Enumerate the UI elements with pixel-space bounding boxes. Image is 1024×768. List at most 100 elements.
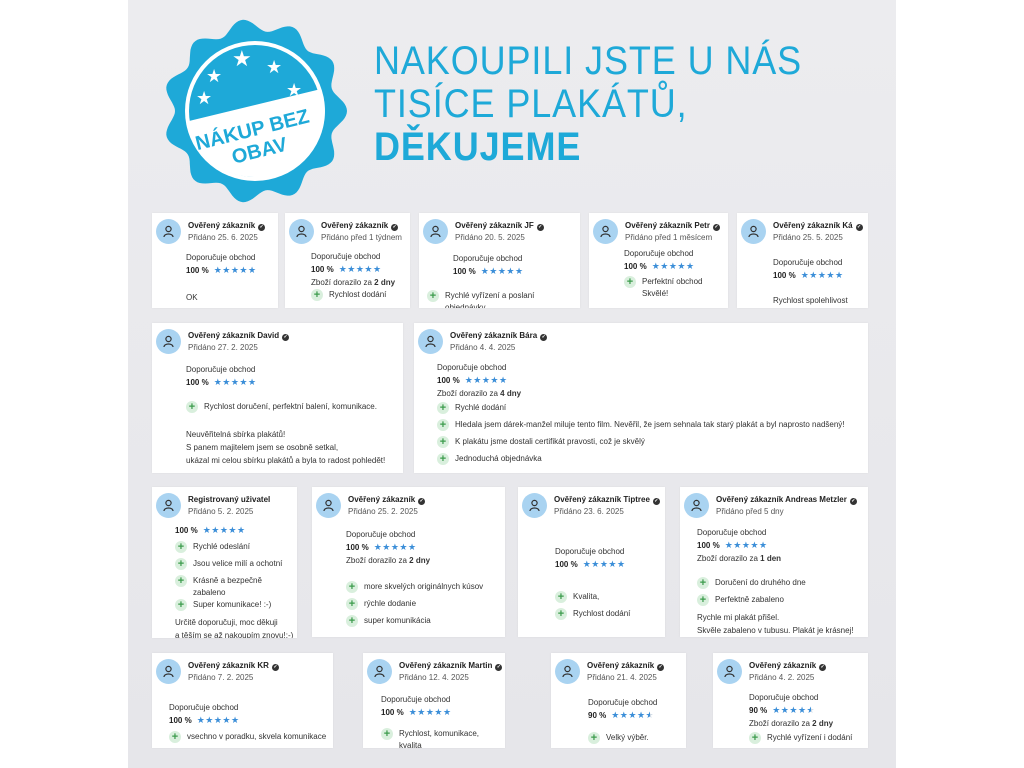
reviewer-name: Ověřený zákazník Andreas Metzler ✓ bbox=[716, 495, 857, 505]
delivery-info: Zboží dorazilo za 1 den bbox=[697, 552, 864, 565]
delivery-days: 2 dny bbox=[409, 556, 431, 565]
pro-item: + Perfektně zabaleno bbox=[697, 594, 864, 611]
verified-check-icon: ✓ bbox=[849, 498, 857, 505]
user-icon bbox=[296, 225, 307, 238]
plus-icon: + bbox=[175, 599, 187, 611]
review-date: Přidáno před 5 dny bbox=[716, 507, 784, 516]
avatar bbox=[156, 219, 181, 244]
pro-item: + super komunikácia bbox=[346, 615, 501, 632]
rating: 100 % ★★★★★ bbox=[186, 376, 399, 389]
review-card: Registrovaný uživatel Přidáno 5. 2. 2025 1… bbox=[152, 487, 297, 638]
star-rating-icon: ★★★★★ bbox=[651, 261, 695, 271]
user-icon bbox=[374, 665, 385, 678]
user-icon bbox=[323, 499, 334, 512]
pro-item: + Perfektní obchod Skvělé! bbox=[624, 276, 724, 300]
pro-item: + Rychlost dodání bbox=[555, 608, 661, 625]
pro-text: Rychlost dodání bbox=[329, 290, 387, 299]
pro-item: + Krásně a bezpečně zabaleno bbox=[175, 575, 293, 599]
user-icon bbox=[748, 225, 759, 238]
review-card: Ověřený zákazník ✓ Přidáno 25. 2. 2025 Dopo… bbox=[312, 487, 505, 637]
recommend-label: Doporučuje obchod bbox=[311, 252, 381, 261]
user-icon bbox=[163, 499, 174, 512]
rating: 100 % ★★★★★ bbox=[555, 558, 661, 571]
rating: 100 % ★★★★★ bbox=[453, 265, 576, 278]
pro-item: + Rychlé dodání bbox=[437, 402, 864, 419]
reviewer-name: Registrovaný uživatel bbox=[188, 495, 270, 504]
reviewer-name: Ověřený zákazník ✓ bbox=[188, 221, 266, 231]
user-icon bbox=[425, 335, 436, 348]
rating-percent: 100 % bbox=[186, 378, 209, 387]
recommend-label: Doporučuje obchod bbox=[555, 547, 625, 556]
user-icon bbox=[163, 665, 174, 678]
review-body: 100 % ★★★★★ + Rychlé odeslání + Jsou velice m… bbox=[175, 524, 293, 638]
delivery-info: Zboží dorazilo za 4 dny bbox=[437, 387, 864, 400]
verified-check-icon: ✓ bbox=[271, 664, 279, 671]
review-card: Ověřený zákazník Petr ✓ Přidáno před 1 měs… bbox=[589, 213, 728, 308]
pro-text: Rychlé vyřízení i dodání bbox=[767, 733, 853, 742]
recommend-label: Doporučuje obchod bbox=[346, 530, 416, 539]
plus-icon: + bbox=[437, 402, 449, 414]
pro-item: + Doručení do druhého dne bbox=[697, 577, 864, 594]
avatar bbox=[367, 659, 392, 684]
star-rating-icon: ★★★★★ bbox=[464, 375, 508, 385]
review-date: Přidáno 7. 2. 2025 bbox=[188, 673, 254, 682]
plus-icon: + bbox=[186, 401, 198, 413]
rating: 100 % ★★★★★ bbox=[773, 269, 864, 282]
rating-percent: 100 % bbox=[175, 526, 198, 535]
rating-percent: 90 % bbox=[749, 706, 768, 715]
avatar bbox=[522, 493, 547, 518]
reviewer-name: Ověřený zákazník Ká ✓ bbox=[773, 221, 863, 231]
reviewer-name: Ověřený zákazník JF ✓ bbox=[455, 221, 544, 231]
reviewer-name: Ověřený zákazník Bára ✓ bbox=[450, 331, 548, 341]
rating: 100 % ★★★★★ bbox=[437, 374, 864, 387]
avatar bbox=[156, 329, 181, 354]
review-body: Doporučuje obchod 90 % ★★★★★ + Velký výběr. bbox=[588, 696, 682, 748]
reviewer-name-text: Ověřený zákazník bbox=[587, 661, 655, 670]
plus-icon: + bbox=[437, 453, 449, 465]
review-body: Doporučuje obchod 100 % ★★★★★ Zboží dorazil… bbox=[346, 528, 501, 632]
user-icon bbox=[724, 665, 735, 678]
review-text: Určitě doporučuji, moc děkuji bbox=[175, 618, 278, 627]
verified-check-icon: ✓ bbox=[540, 334, 548, 341]
avatar bbox=[423, 219, 448, 244]
review-date: Přidáno 21. 4. 2025 bbox=[587, 673, 657, 682]
star-rating-icon: ★★★★★ bbox=[373, 542, 417, 552]
star-rating-icon: ★★★★★ bbox=[213, 377, 257, 387]
review-card: Ověřený zákazník ✓ Přidáno před 1 týdnem Do… bbox=[285, 213, 410, 308]
star-icon: ★ bbox=[232, 47, 252, 72]
review-text: Neuvěřitelná sbírka plakátů! bbox=[186, 430, 286, 439]
pro-text: more skvelých originálnych kúsov bbox=[364, 582, 484, 591]
pro-text: Krásně a bezpečně zabaleno bbox=[193, 576, 262, 597]
star-rating-icon: ★★★★★ bbox=[800, 270, 844, 280]
pro-item: + Jednoduchá objednávka bbox=[437, 453, 864, 470]
verified-check-icon: ✓ bbox=[657, 664, 665, 671]
review-date: Přidáno 25. 6. 2025 bbox=[188, 233, 258, 242]
rating: 100 % ★★★★★ bbox=[697, 539, 864, 552]
reviewer-name-text: Ověřený zákazník Ká bbox=[773, 221, 853, 230]
reviewer-name-text: Ověřený zákazník KR bbox=[188, 661, 269, 670]
delivery-days: 2 dny bbox=[812, 719, 834, 728]
plus-icon: + bbox=[346, 615, 358, 627]
user-icon bbox=[163, 225, 174, 238]
delivery-label: Zboží dorazilo za bbox=[697, 554, 761, 563]
rating-percent: 100 % bbox=[311, 265, 334, 274]
pro-text: vsechno v poradku, skvela komunikace bbox=[187, 732, 327, 741]
star-rating-icon: ★★★★★ bbox=[408, 707, 452, 717]
reviewer-name: Ověřený zákazník Martin ✓ bbox=[399, 661, 503, 671]
pro-item: + Hledala jsem dárek-manžel miluje tento … bbox=[437, 419, 864, 436]
rating-percent: 100 % bbox=[773, 271, 796, 280]
rating-percent: 100 % bbox=[169, 716, 192, 725]
plus-icon: + bbox=[749, 732, 761, 744]
pro-item: + Jsou velice milí a ochotní bbox=[175, 558, 293, 575]
review-date: Přidáno 20. 5. 2025 bbox=[455, 233, 525, 242]
headline-line3: DĚKUJEME bbox=[374, 125, 582, 169]
star-rating-icon: ★★★★★ bbox=[196, 715, 240, 725]
rating-percent: 100 % bbox=[346, 543, 369, 552]
recommend-label: Doporučuje obchod bbox=[186, 253, 256, 262]
avatar bbox=[316, 493, 341, 518]
rating: 100 % ★★★★★ bbox=[311, 263, 406, 276]
delivery-days: 1 den bbox=[760, 554, 782, 563]
review-body: Doporučuje obchod 100 % ★★★★★ + Rychlost, ko… bbox=[381, 693, 501, 748]
delivery-days: 2 dny bbox=[374, 278, 396, 287]
pro-item: + Velký výběr. bbox=[588, 732, 682, 748]
